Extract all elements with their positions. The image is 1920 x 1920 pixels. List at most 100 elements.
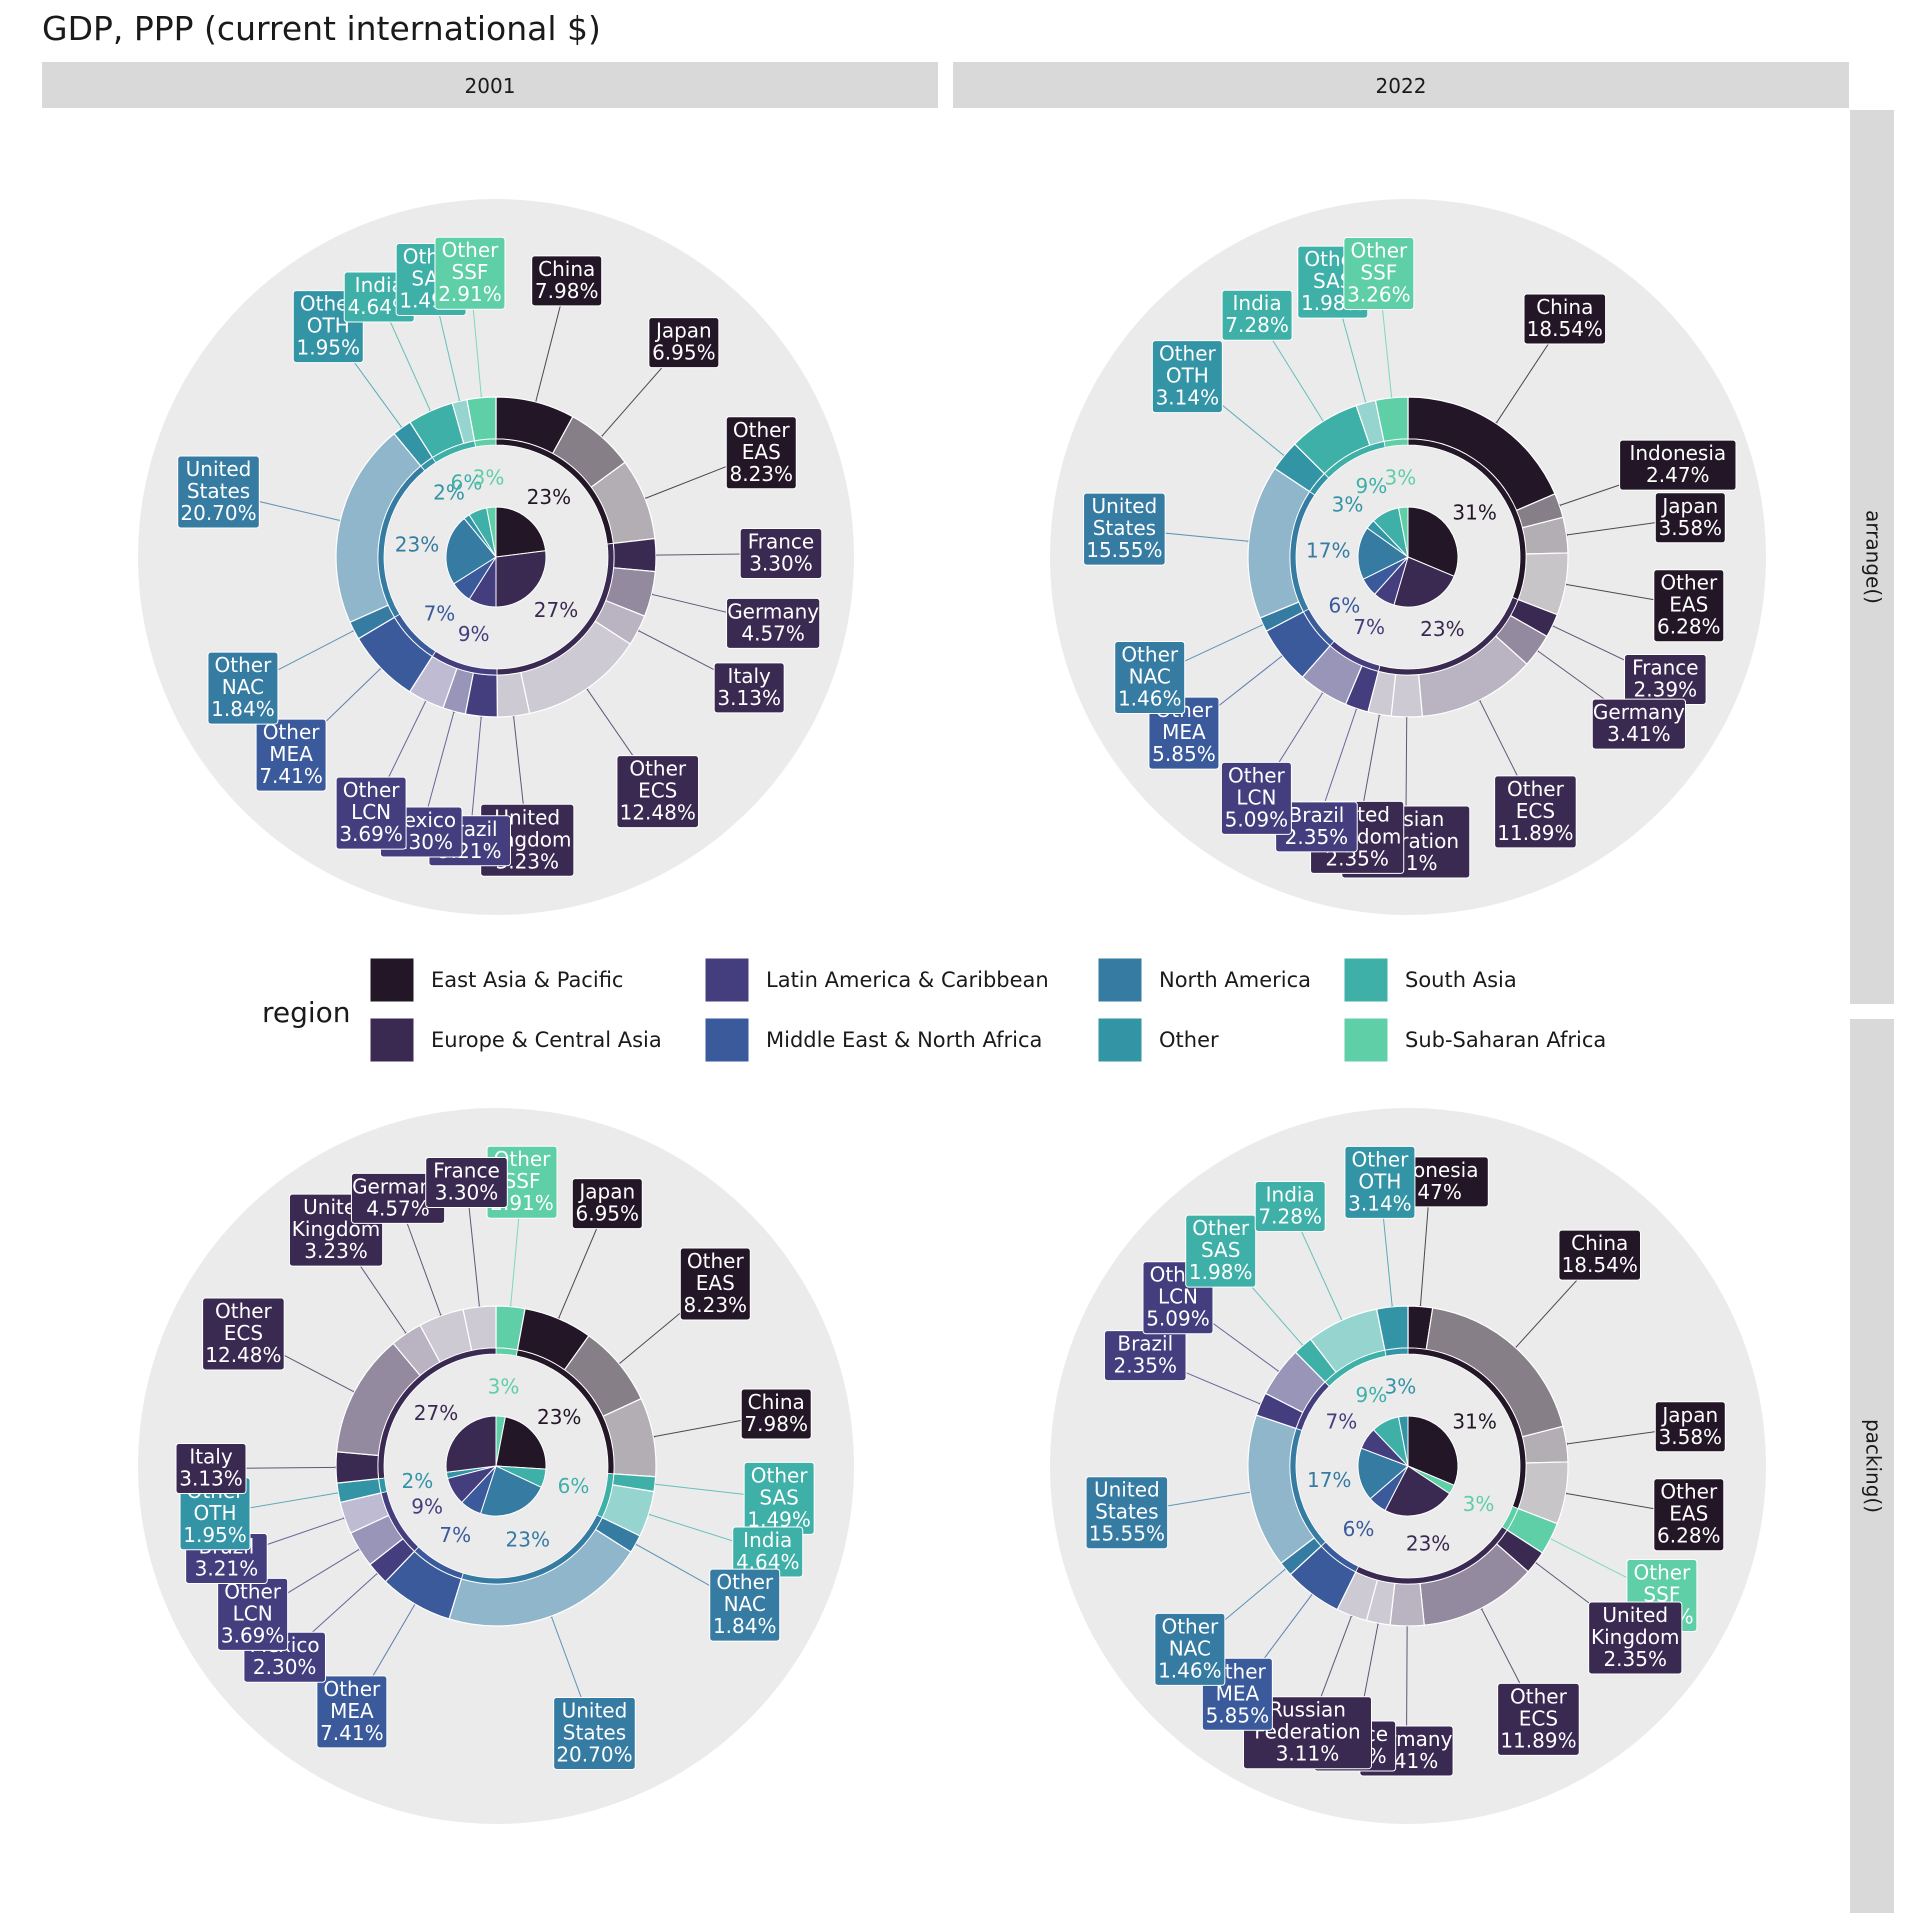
legend-item-east-asia-pacific: East Asia & Pacific [369,957,623,1003]
inner-pie: 23% 27% 9%7% 23% 2%6%3% [395,465,578,645]
inner-pct-eas: 31% [1452,501,1496,525]
label-value-china: 7.98% [535,279,599,303]
label-name-other-ssf: SSF [504,1169,541,1193]
label-value-other-mea: 5.85% [1206,1703,1270,1727]
label-name-other-mea: Other [323,1677,381,1701]
label-box-france [425,1157,508,1209]
label-box-other-nac [709,1568,781,1642]
outer-ring [1247,396,1569,718]
label-name-japan: Japan [1660,1403,1718,1427]
inner-pct-sas: 6% [558,1474,590,1498]
inner-pie: 3% 23% 6% 23% 7% 9%2% 27% [402,1374,590,1551]
panel-2001-arrange: 23%27%9%7%23%2%6%3%China7.98%Japan6.95%O… [138,199,854,915]
label-value-japan: 3.58% [1659,516,1723,540]
inner-slice-nac [1357,1447,1409,1500]
legend-item-sub-saharan-africa: Sub-Saharan Africa [1343,1017,1606,1063]
label-value-germany: 3.41% [1607,722,1671,746]
label-box-united-states [553,1696,636,1770]
label-name-italy: Italy [727,664,771,688]
label-value-italy: 3.13% [717,686,781,710]
label-name-india: India [355,273,404,297]
strip-row-arrange-label: arrange() [1862,510,1886,604]
label-box-other-ecs [202,1297,285,1371]
region-band-ecs [377,1347,497,1480]
label-value-other-lcn: 3.69% [339,822,403,846]
inner-slice-ssf [486,506,497,558]
label-name-other-sas: Other [751,1463,809,1487]
label-value-united-states: 20.70% [180,501,256,525]
label-value-other-nac: 1.84% [211,697,275,721]
legend-item-other: Other [1097,1017,1219,1063]
label-value-china: 18.54% [1527,317,1603,341]
label-box-other-lcn [1220,761,1292,835]
strip-col-2001 [42,62,938,108]
label-name-other-eas: EAS [696,1271,735,1295]
legend-item-south-asia: South Asia [1343,957,1517,1003]
label-name-united-states: States [563,1720,626,1744]
chart-title: GDP, PPP (current international $) [42,9,601,48]
inner-pct-lcn: 7% [1326,1410,1358,1434]
label-name-united-kingdom: United [1602,1603,1668,1627]
label-name-other-sas: SAS [1201,1238,1240,1262]
label-value-mexico: 2.30% [253,1655,317,1679]
inner-pct-ecs: 27% [414,1401,458,1425]
label-value-other-nac: 1.46% [1118,686,1182,710]
inner-pct-ecs: 23% [1420,617,1464,641]
label-box-india [1254,1180,1326,1232]
legend-label-east-asia-pacific: East Asia & Pacific [431,968,623,992]
label-name-other-sas: SAS [759,1485,798,1509]
slice-labels: China7.98%Japan6.95%OtherEAS8.23%France3… [177,236,823,877]
label-box-other-ecs [1497,1682,1580,1756]
label-name-united-states: States [1093,516,1156,540]
label-box-other-mea [255,718,327,792]
strip-row-packing [1850,1019,1894,1913]
label-name-united-states: United [1094,1478,1160,1502]
label-name-other-eas: EAS [742,440,781,464]
inner-slice-eas [1407,1415,1459,1486]
region-band-ssf [1383,438,1409,448]
label-value-japan: 6.95% [652,341,716,365]
inner-slice-ecs [1393,556,1455,608]
label-box-other-eas [1653,1478,1725,1552]
label-box-other-lcn [335,776,407,850]
ring-slice-france [612,537,657,573]
label-value-other-oth: 1.95% [183,1523,247,1547]
inner-pct-sas: 9% [1355,1383,1387,1407]
label-name-other-eas: EAS [1669,1502,1708,1526]
label-name-other-ecs: Other [629,757,687,781]
label-box-other-eas [679,1247,751,1321]
label-box-france [739,528,823,580]
inner-slice-ecs [445,1415,497,1473]
label-name-china: China [538,257,595,281]
label-value-other-nac: 1.46% [1158,1658,1222,1682]
label-box-japan [1654,492,1726,544]
label-box-united-states [177,455,260,529]
label-name-united-states: United [186,457,252,481]
label-name-united-states: United [562,1698,628,1722]
label-box-indonesia [1619,439,1737,491]
label-box-other-oth [1344,1145,1416,1219]
label-name-brazil: Brazil [1117,1332,1173,1356]
ring-slice-germany [1389,1582,1425,1627]
label-name-japan: Japan [1660,494,1718,518]
inner-pct-ssf: 3% [1463,1492,1495,1516]
legend-label-north-america: North America [1159,968,1311,992]
inner-slice-nac [445,517,497,585]
outer-ring [1247,1305,1569,1627]
